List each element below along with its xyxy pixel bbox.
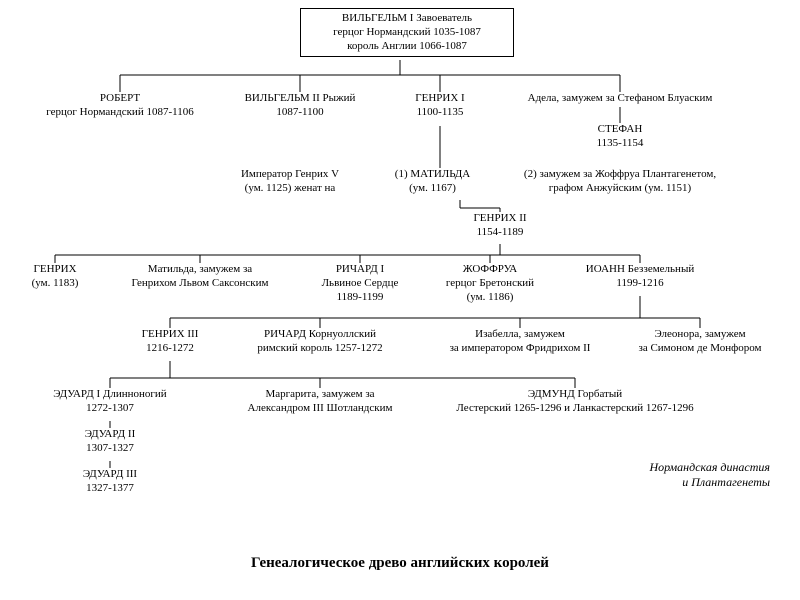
node-line: ГЕНРИХ III bbox=[125, 328, 215, 342]
node-richard-i: РИЧАРД I Львиное Сердце 1189-1199 bbox=[310, 263, 410, 304]
node-line: ВИЛЬГЕЛЬМ II Рыжий bbox=[230, 92, 370, 106]
node-line: за императором Фридрихом II bbox=[430, 342, 610, 356]
node-line: (ум. 1125) женат на bbox=[210, 182, 370, 196]
node-matilda: (1) МАТИЛЬДА (ум. 1167) bbox=[385, 168, 480, 196]
node-line: ГЕНРИХ I bbox=[400, 92, 480, 106]
node-line: ЖОФФРУА bbox=[430, 263, 550, 277]
node-stefan: СТЕФАН 1135-1154 bbox=[580, 123, 660, 151]
node-line: 1087-1100 bbox=[230, 106, 370, 120]
node-line: СТЕФАН bbox=[580, 123, 660, 137]
node-line: 1100-1135 bbox=[400, 106, 480, 120]
node-line: (ум. 1186) bbox=[430, 291, 550, 305]
node-richard-cornwall: РИЧАРД Корнуоллский римский король 1257-… bbox=[240, 328, 400, 356]
node-line: 1216-1272 bbox=[125, 342, 215, 356]
node-henry-iii: ГЕНРИХ III 1216-1272 bbox=[125, 328, 215, 356]
node-line: (ум. 1167) bbox=[385, 182, 480, 196]
node-henry-ii: ГЕНРИХ II 1154-1189 bbox=[460, 212, 540, 240]
node-edmund: ЭДМУНД Горбатый Лестерский 1265-1296 и Л… bbox=[430, 388, 720, 416]
node-john: ИОАНН Безземельный 1199-1216 bbox=[565, 263, 715, 291]
node-adela: Адела, замужем за Стефаном Блуаским bbox=[500, 92, 740, 106]
node-henry-young: ГЕНРИХ (ум. 1183) bbox=[20, 263, 90, 291]
node-line: (ум. 1183) bbox=[20, 277, 90, 291]
node-henry-i: ГЕНРИХ I 1100-1135 bbox=[400, 92, 480, 120]
subtitle-line: и Плантагенеты bbox=[590, 475, 770, 490]
node-line: римский король 1257-1272 bbox=[240, 342, 400, 356]
dynasty-subtitle: Нормандская династия и Плантагенеты bbox=[590, 460, 770, 490]
node-eleanor: Элеонора, замужем за Симоном де Монфором bbox=[620, 328, 780, 356]
node-line: 1189-1199 bbox=[310, 291, 410, 305]
node-line: 1154-1189 bbox=[460, 226, 540, 240]
node-line: ЭДУАРД II bbox=[65, 428, 155, 442]
node-line: Маргарита, замужем за bbox=[230, 388, 410, 402]
node-line: 1327-1377 bbox=[65, 482, 155, 496]
node-line: РИЧАРД I bbox=[310, 263, 410, 277]
node-line: РИЧАРД Корнуоллский bbox=[240, 328, 400, 342]
node-line: Адела, замужем за Стефаном Блуаским bbox=[500, 92, 740, 106]
node-william-i: ВИЛЬГЕЛЬМ I Завоеватель герцог Нормандск… bbox=[300, 8, 514, 57]
node-line: Император Генрих V bbox=[210, 168, 370, 182]
node-line: ЭДМУНД Горбатый bbox=[430, 388, 720, 402]
node-geoffrey-plantagenet: (2) замужем за Жоффруа Плантагенетом, гр… bbox=[485, 168, 755, 196]
node-line: 1272-1307 bbox=[30, 402, 190, 416]
node-line: за Симоном де Монфором bbox=[620, 342, 780, 356]
node-line: Матильда, замужем за bbox=[110, 263, 290, 277]
node-edward-i: ЭДУАРД I Длинноногий 1272-1307 bbox=[30, 388, 190, 416]
node-line: Александром III Шотландским bbox=[230, 402, 410, 416]
node-isabella: Изабелла, замужем за императором Фридрих… bbox=[430, 328, 610, 356]
node-line: герцог Бретонский bbox=[430, 277, 550, 291]
node-line: Элеонора, замужем bbox=[620, 328, 780, 342]
node-line: ИОАНН Безземельный bbox=[565, 263, 715, 277]
node-line: 1135-1154 bbox=[580, 137, 660, 151]
node-line: 1199-1216 bbox=[565, 277, 715, 291]
node-line: ГЕНРИХ II bbox=[460, 212, 540, 226]
node-line: ВИЛЬГЕЛЬМ I Завоеватель bbox=[307, 12, 507, 26]
node-line: герцог Нормандский 1087-1106 bbox=[30, 106, 210, 120]
node-line: (1) МАТИЛЬДА bbox=[385, 168, 480, 182]
node-william-ii: ВИЛЬГЕЛЬМ II Рыжий 1087-1100 bbox=[230, 92, 370, 120]
node-line: ГЕНРИХ bbox=[20, 263, 90, 277]
node-line: (2) замужем за Жоффруа Плантагенетом, bbox=[485, 168, 755, 182]
node-line: графом Анжуйским (ум. 1151) bbox=[485, 182, 755, 196]
node-geoffrey-brittany: ЖОФФРУА герцог Бретонский (ум. 1186) bbox=[430, 263, 550, 304]
node-line: ЭДУАРД I Длинноногий bbox=[30, 388, 190, 402]
node-line: Изабелла, замужем bbox=[430, 328, 610, 342]
node-line: герцог Нормандский 1035-1087 bbox=[307, 26, 507, 40]
node-line: РОБЕРТ bbox=[30, 92, 210, 106]
figure-caption: Генеалогическое древо английских королей bbox=[200, 555, 600, 572]
node-line: король Англии 1066-1087 bbox=[307, 40, 507, 54]
node-edward-ii: ЭДУАРД II 1307-1327 bbox=[65, 428, 155, 456]
node-line: Генрихом Львом Саксонским bbox=[110, 277, 290, 291]
subtitle-line: Нормандская династия bbox=[590, 460, 770, 475]
node-edward-iii: ЭДУАРД III 1327-1377 bbox=[65, 468, 155, 496]
node-line: 1307-1327 bbox=[65, 442, 155, 456]
node-margaret: Маргарита, замужем за Александром III Шо… bbox=[230, 388, 410, 416]
node-matilda-saxony: Матильда, замужем за Генрихом Львом Сакс… bbox=[110, 263, 290, 291]
node-line: Львиное Сердце bbox=[310, 277, 410, 291]
node-emperor-henry-v: Император Генрих V (ум. 1125) женат на bbox=[210, 168, 370, 196]
node-line: Лестерский 1265-1296 и Ланкастерский 126… bbox=[430, 402, 720, 416]
node-robert: РОБЕРТ герцог Нормандский 1087-1106 bbox=[30, 92, 210, 120]
node-line: ЭДУАРД III bbox=[65, 468, 155, 482]
